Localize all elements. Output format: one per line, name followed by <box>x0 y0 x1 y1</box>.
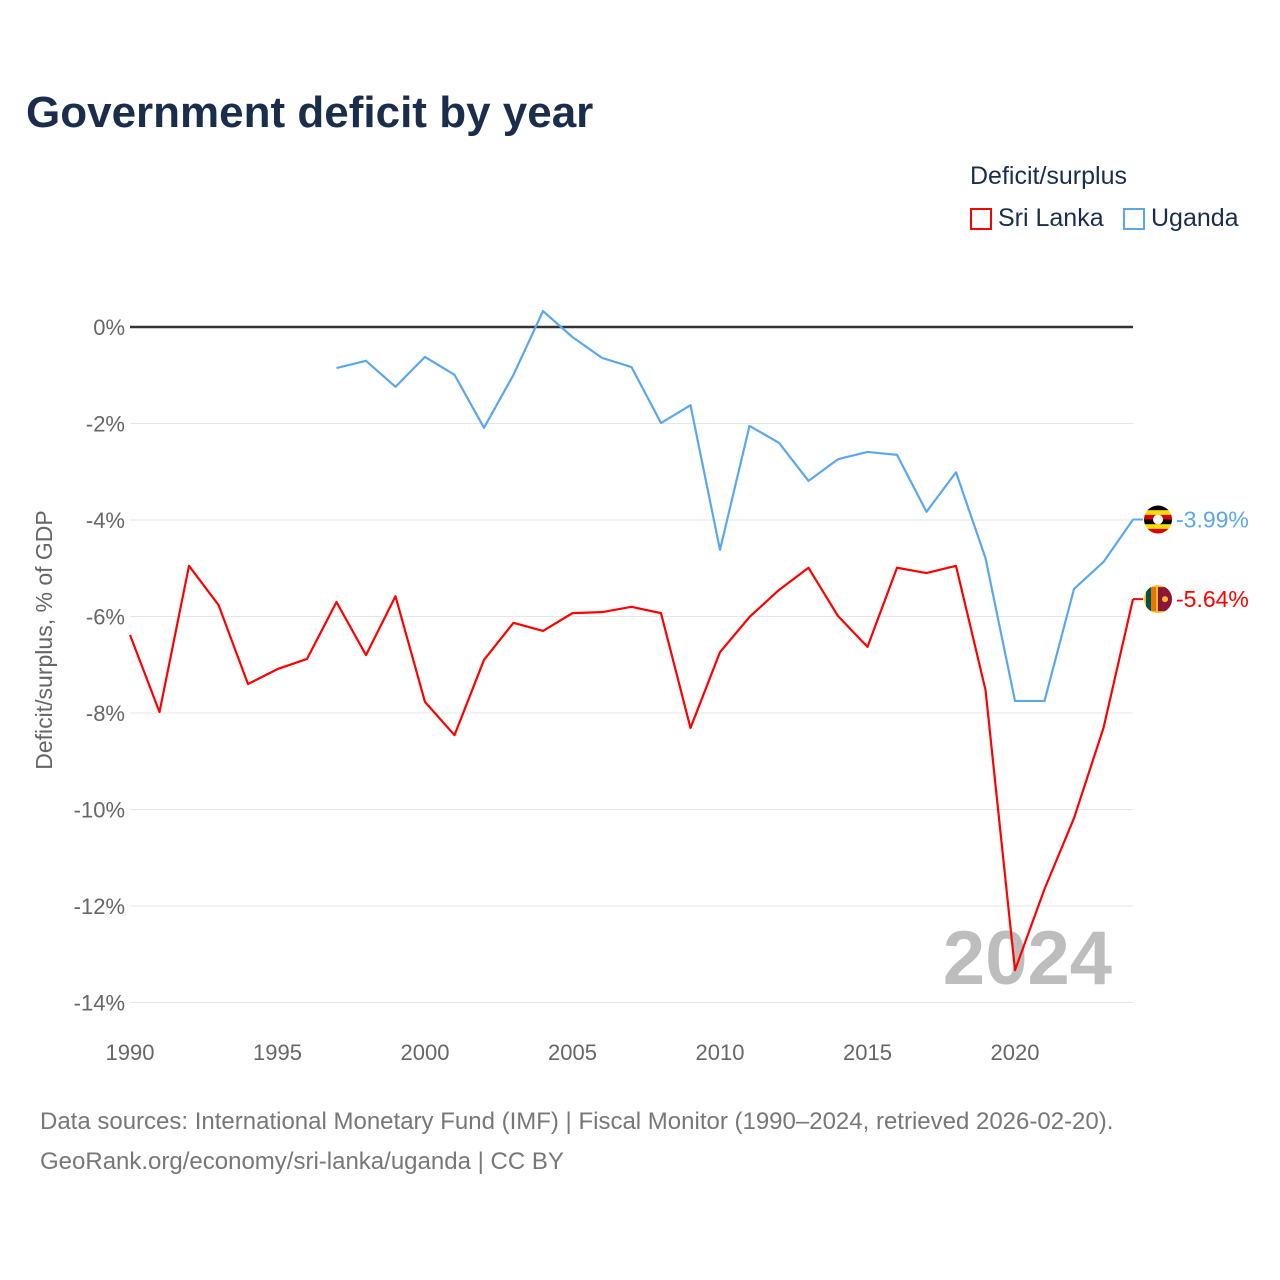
flag-stripe <box>1144 510 1172 516</box>
sri-lanka-flag-icon <box>1144 585 1172 614</box>
legend-title: Deficit/surplus <box>970 162 1127 190</box>
flag-stripe <box>1144 524 1172 530</box>
year-watermark: 2024 <box>943 916 1112 1001</box>
flag-body <box>1144 585 1172 614</box>
y-tick-label: -8% <box>86 701 125 726</box>
footer-sources: Data sources: International Monetary Fun… <box>40 1108 1114 1135</box>
x-tick-label: 2015 <box>843 1040 892 1065</box>
end-label-sri-lanka: -5.64% <box>1176 586 1249 612</box>
flag-lion <box>1162 596 1168 603</box>
y-tick-label: -14% <box>74 991 125 1016</box>
legend-label-uganda: Uganda <box>1151 204 1239 232</box>
legend-swatch-uganda <box>1123 207 1145 230</box>
x-tick-label: 2020 <box>991 1040 1040 1065</box>
flag-orange <box>1151 587 1156 612</box>
y-tick-label: -10% <box>74 798 125 823</box>
flag-stripe <box>1144 528 1172 534</box>
y-tick-label: -4% <box>86 508 125 533</box>
legend-item-uganda[interactable]: Uganda <box>1123 204 1239 233</box>
chart-title: Government deficit by year <box>26 88 594 137</box>
flag-body <box>1144 505 1172 534</box>
x-tick-label: 1990 <box>106 1040 155 1065</box>
y-axis-label: Deficit/surplus, % of GDP <box>31 510 57 769</box>
x-tick-label: 2000 <box>401 1040 450 1065</box>
flag-emblem <box>1153 514 1163 525</box>
legend-swatch-sri-lanka <box>970 207 992 230</box>
x-tick-label: 1995 <box>253 1040 302 1065</box>
y-tick-label: 0% <box>93 315 125 340</box>
series-line-sri-lanka <box>128 564 1135 972</box>
y-tick-label: -2% <box>86 412 125 437</box>
series-line-uganda <box>336 309 1134 703</box>
flag-green <box>1146 587 1151 612</box>
x-tick-label: 2005 <box>548 1040 597 1065</box>
uganda-flag-icon <box>1144 505 1172 534</box>
legend-label-sri-lanka: Sri Lanka <box>998 204 1104 232</box>
flag-stripe <box>1144 505 1172 511</box>
y-tick-label: -6% <box>86 605 125 630</box>
footer-link[interactable]: GeoRank.org/economy/sri-lanka/uganda | C… <box>40 1148 564 1175</box>
y-tick-label: -12% <box>74 894 125 919</box>
legend-item-sri-lanka[interactable]: Sri Lanka <box>970 204 1104 233</box>
plot-area: 2024 -5.64% -3.99% 0% -2% -4% -6% -8% -10% -12%… <box>31 309 1249 1065</box>
x-tick-label: 2010 <box>696 1040 745 1065</box>
end-label-uganda: -3.99% <box>1176 507 1249 533</box>
